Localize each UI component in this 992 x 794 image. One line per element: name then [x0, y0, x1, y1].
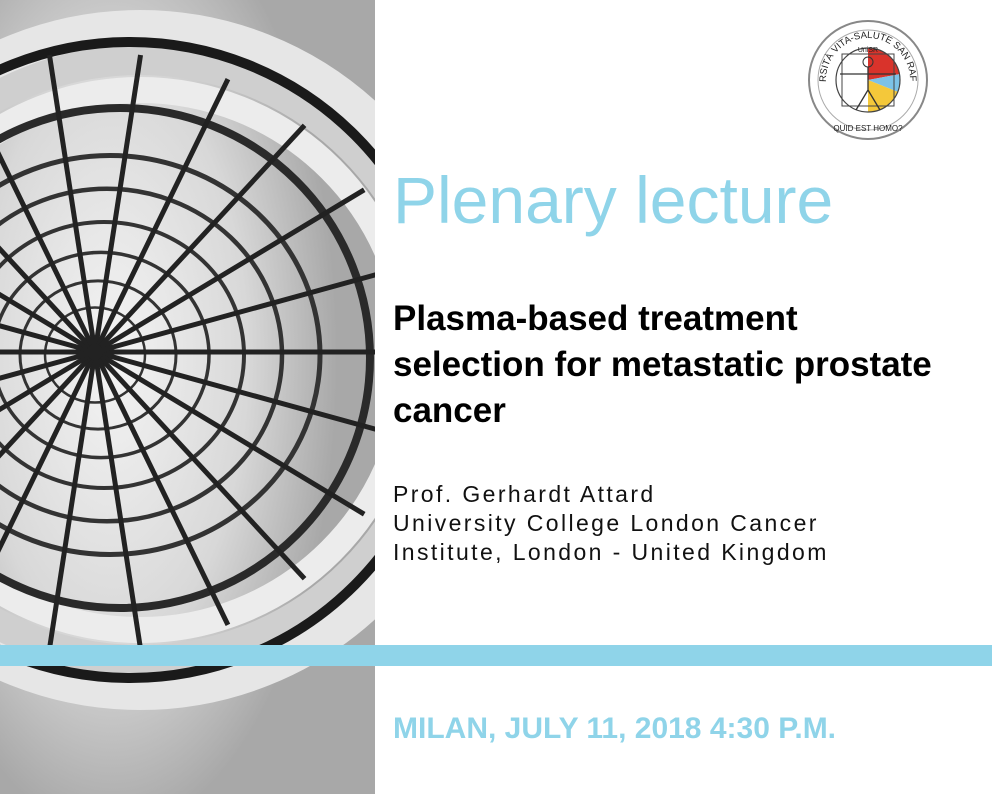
photo-shape [0, 151, 98, 354]
photo-shape [0, 350, 98, 553]
speaker-line: University College London Cancer [393, 510, 819, 536]
talk-title: Plasma-based treatment selection for met… [393, 299, 932, 430]
logo-motto: QUID EST HOMO? [833, 124, 903, 133]
photo-shape [0, 153, 323, 557]
accent-band [0, 645, 992, 666]
photo-shape [0, 323, 96, 355]
photo-shape [93, 187, 366, 355]
photo-shape [87, 344, 103, 360]
photo-shape [92, 54, 144, 353]
photo-shape [94, 272, 375, 355]
architecture-photo [0, 0, 375, 794]
photo-shape [0, 250, 211, 460]
photo-shape [92, 350, 231, 626]
logo-abbreviation: UniSR [858, 47, 878, 54]
photo-shape [0, 186, 285, 524]
photo-shape [46, 351, 98, 650]
photo-shape [93, 349, 366, 517]
photo-shape [46, 54, 98, 353]
photo-shape [0, 220, 246, 490]
university-logo: UNIVERSITÀ VITA-SALUTE SAN RAFFAELE UniS… [806, 18, 928, 140]
photo-shape [0, 349, 97, 413]
photo-shape [93, 123, 307, 354]
photo-shape [18, 279, 178, 431]
photo-shape [92, 351, 144, 650]
speaker: Prof. Gerhardt Attard University College … [393, 480, 829, 567]
photo-shape [92, 78, 231, 354]
photo-shape [0, 104, 374, 612]
photo-shape [94, 349, 375, 432]
photo-shape [43, 306, 147, 404]
speaker-line: Prof. Gerhardt Attard [393, 481, 656, 507]
photo-shape [0, 350, 97, 459]
photo-shape [93, 350, 307, 581]
speaker-line: Institute, London - United Kingdom [393, 539, 829, 565]
heading: Plenary lecture [393, 163, 834, 237]
photo-shape [0, 245, 97, 354]
photo-shape [0, 10, 375, 710]
photo-shape [0, 349, 96, 381]
date-time: MILAN, JULY 11, 2018 4:30 P.M. [393, 712, 837, 745]
photo-shape [0, 37, 375, 683]
photo-shape [0, 291, 97, 355]
